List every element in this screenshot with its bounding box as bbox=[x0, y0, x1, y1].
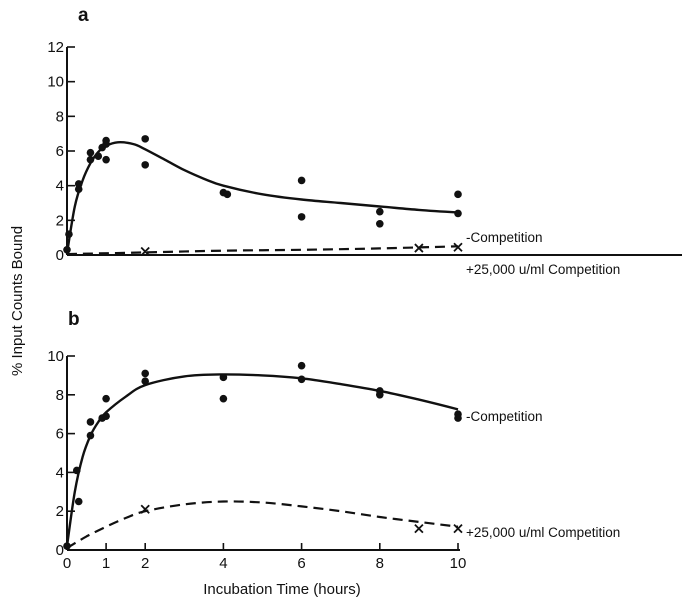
panel-b-data-point bbox=[86, 418, 95, 426]
panel-b-marks bbox=[63, 356, 463, 551]
panel-a-data-point bbox=[454, 209, 462, 218]
panel-b: b 0 2 4 6 8 10 0 1 2 4 6 8 10 -Competition +25,000 … bbox=[47, 309, 620, 572]
panel-a-data-point bbox=[102, 155, 110, 164]
shared-y-axis-title: % Input Counts Bound bbox=[9, 226, 26, 376]
panel-a-data-point bbox=[141, 161, 149, 169]
panel-a-cross-point bbox=[140, 246, 150, 257]
panel-b-dashed-series-label: +25,000 u/ml Competition bbox=[466, 525, 620, 540]
panel-b-x-ticks: 0 1 2 4 6 8 10 bbox=[63, 543, 467, 572]
panel-a-solid-curve bbox=[65, 141, 459, 254]
panel-b-y-ticks: 0 2 4 6 8 10 bbox=[47, 348, 75, 559]
panel-a-data-point bbox=[86, 155, 95, 164]
shared-x-axis-title: Incubation Time (hours) bbox=[203, 581, 361, 598]
panel-a-solid-series-label: -Competition bbox=[466, 230, 543, 245]
panel-b-dashed-curve bbox=[66, 500, 459, 550]
panel-a-data-point bbox=[376, 207, 384, 216]
panel-b-data-point bbox=[297, 375, 306, 384]
panel-b-y-tick-label: 2 bbox=[56, 503, 64, 520]
panel-b-data-point bbox=[141, 377, 149, 386]
panel-a: a 0 2 4 6 8 10 12 -Competition +25,000 u/ml Co… bbox=[47, 5, 682, 277]
panel-b-data-point bbox=[74, 497, 83, 506]
panel-a-letter: a bbox=[78, 5, 89, 26]
panel-a-dashed-curve bbox=[66, 245, 459, 256]
panel-b-cross-point bbox=[140, 504, 150, 514]
panel-a-data-point bbox=[376, 220, 384, 228]
panel-b-x-tick-label: 4 bbox=[219, 555, 227, 572]
panel-a-cross-point bbox=[414, 243, 424, 253]
panel-a-data-point bbox=[102, 136, 110, 145]
panel-a-y-tick-label: 2 bbox=[56, 212, 64, 229]
panel-b-x-tick-label: 0 bbox=[63, 555, 71, 572]
panel-b-x-tick-label: 8 bbox=[376, 555, 384, 572]
panel-a-y-tick-label: 10 bbox=[47, 74, 64, 91]
panel-b-cross-point bbox=[453, 524, 463, 534]
panel-b-y-tick-label: 8 bbox=[56, 387, 64, 404]
panel-a-data-point bbox=[223, 190, 232, 199]
panel-b-y-tick-label: 10 bbox=[47, 348, 64, 365]
panel-b-data-point bbox=[219, 394, 228, 403]
panel-a-data-point bbox=[297, 176, 306, 185]
panel-a-y-tick-label: 6 bbox=[56, 143, 64, 160]
panel-a-y-tick-label: 12 bbox=[47, 39, 64, 56]
panel-b-x-tick-label: 2 bbox=[141, 555, 149, 572]
panel-b-data-point bbox=[297, 361, 306, 370]
panel-b-letter: b bbox=[68, 309, 80, 330]
panel-a-y-tick-label: 8 bbox=[56, 108, 64, 125]
panel-b-x-tick-label: 10 bbox=[450, 555, 467, 572]
panel-b-cross-point bbox=[414, 524, 424, 534]
panel-a-y-ticks: 0 2 4 6 8 10 12 bbox=[47, 39, 75, 264]
panel-b-data-point bbox=[454, 414, 462, 422]
panel-b-x-tick-label: 6 bbox=[297, 555, 305, 572]
panel-a-y-tick-label: 4 bbox=[56, 178, 64, 195]
panel-b-data-point bbox=[102, 394, 110, 403]
panel-a-dashed-series-label: +25,000 u/ml Competition bbox=[466, 262, 620, 277]
panel-b-y-tick-label: 4 bbox=[56, 464, 64, 481]
panel-a-data-point bbox=[94, 152, 103, 160]
panel-a-data-point bbox=[74, 180, 83, 188]
panel-b-y-tick-label: 0 bbox=[56, 542, 64, 559]
panel-a-data-point bbox=[297, 213, 306, 221]
panel-b-data-point bbox=[219, 373, 228, 382]
panel-b-data-point bbox=[86, 431, 95, 440]
panel-b-y-tick-label: 6 bbox=[56, 426, 64, 443]
panel-a-data-point bbox=[65, 230, 73, 238]
panel-b-data-point bbox=[102, 412, 110, 420]
panel-a-data-point bbox=[86, 148, 95, 157]
panel-a-data-point bbox=[63, 246, 71, 254]
panel-a-y-tick-label: 0 bbox=[56, 247, 64, 264]
panel-b-solid-curve bbox=[65, 373, 459, 547]
panel-a-data-point bbox=[454, 190, 462, 199]
panel-b-x-tick-label: 1 bbox=[102, 555, 110, 572]
panel-a-data-point bbox=[74, 185, 83, 193]
panel-a-marks bbox=[63, 47, 682, 257]
panel-b-data-point bbox=[72, 466, 81, 475]
panel-b-data-point bbox=[141, 369, 149, 378]
panel-a-cross-point bbox=[453, 242, 463, 252]
panel-a-data-point bbox=[141, 135, 149, 143]
panel-b-solid-series-label: -Competition bbox=[466, 409, 543, 424]
panel-b-data-point bbox=[376, 391, 384, 399]
